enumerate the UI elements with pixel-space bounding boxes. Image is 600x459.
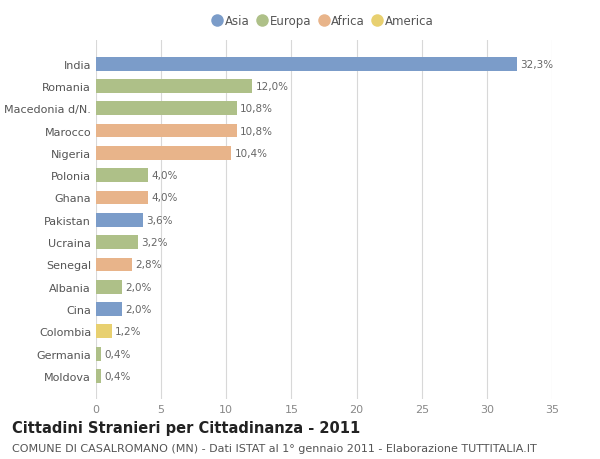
Bar	[96, 369, 101, 383]
Bar	[96, 325, 112, 339]
Bar	[96, 169, 148, 183]
Text: 3,2%: 3,2%	[141, 238, 167, 247]
Text: 10,4%: 10,4%	[235, 149, 268, 158]
Bar	[96, 80, 253, 94]
Bar	[96, 146, 232, 161]
Text: 4,0%: 4,0%	[151, 193, 178, 203]
Text: 32,3%: 32,3%	[520, 60, 553, 69]
Text: 2,0%: 2,0%	[125, 304, 152, 314]
Text: 4,0%: 4,0%	[151, 171, 178, 181]
Bar	[96, 191, 148, 205]
Bar	[96, 57, 517, 72]
Bar	[96, 302, 122, 316]
Text: 0,4%: 0,4%	[104, 349, 131, 359]
Bar	[96, 235, 137, 250]
Legend: Asia, Europa, Africa, America: Asia, Europa, Africa, America	[211, 11, 437, 31]
Text: COMUNE DI CASALROMANO (MN) - Dati ISTAT al 1° gennaio 2011 - Elaborazione TUTTIT: COMUNE DI CASALROMANO (MN) - Dati ISTAT …	[12, 443, 537, 453]
Bar	[96, 347, 101, 361]
Text: 12,0%: 12,0%	[256, 82, 289, 92]
Text: 10,8%: 10,8%	[240, 104, 273, 114]
Text: Cittadini Stranieri per Cittadinanza - 2011: Cittadini Stranieri per Cittadinanza - 2…	[12, 420, 360, 435]
Bar	[96, 280, 122, 294]
Text: 2,8%: 2,8%	[136, 260, 162, 270]
Text: 1,2%: 1,2%	[115, 327, 142, 336]
Bar	[96, 213, 143, 227]
Text: 10,8%: 10,8%	[240, 126, 273, 136]
Bar	[96, 124, 237, 138]
Text: 0,4%: 0,4%	[104, 371, 131, 381]
Text: 3,6%: 3,6%	[146, 215, 173, 225]
Bar	[96, 258, 133, 272]
Bar	[96, 102, 237, 116]
Text: 2,0%: 2,0%	[125, 282, 152, 292]
